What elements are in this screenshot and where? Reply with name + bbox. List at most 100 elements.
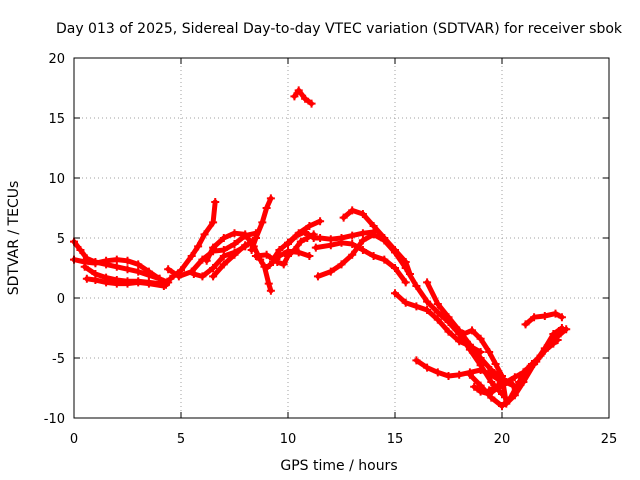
data-point — [444, 372, 453, 380]
data-point — [433, 315, 442, 324]
data-point — [339, 213, 348, 222]
data-point — [455, 337, 464, 346]
data-point — [91, 276, 100, 284]
data-point — [279, 260, 288, 269]
data-point — [470, 382, 479, 391]
data-point — [530, 313, 539, 322]
data-point — [423, 306, 432, 314]
data-point — [358, 210, 367, 218]
data-point — [230, 240, 239, 248]
data-point — [102, 278, 111, 287]
data-point — [311, 243, 320, 252]
data-point — [487, 370, 496, 379]
data-point — [358, 246, 367, 254]
data-point — [500, 376, 509, 385]
y-tick-label: 5 — [57, 232, 65, 247]
data-point — [305, 222, 314, 230]
data-point — [211, 198, 220, 206]
data-point — [134, 267, 143, 276]
data-point — [296, 237, 305, 246]
x-tick-label: 5 — [177, 432, 185, 447]
data-point — [202, 256, 211, 265]
data-point — [241, 241, 250, 250]
data-point — [241, 230, 250, 239]
data-point — [266, 286, 275, 295]
data-point — [551, 309, 560, 318]
data-point — [476, 387, 485, 396]
data-point — [112, 279, 121, 288]
data-point — [292, 231, 301, 240]
data-point — [391, 264, 399, 272]
data-point — [266, 194, 275, 203]
data-point — [433, 300, 442, 308]
data-point — [209, 218, 218, 227]
data-point — [519, 368, 528, 377]
data-point — [258, 218, 267, 227]
data-point — [337, 260, 346, 269]
data-point — [405, 270, 414, 278]
data-point — [230, 250, 239, 259]
data-point — [465, 370, 474, 379]
series-track-14 — [285, 229, 377, 247]
data-point — [284, 240, 292, 248]
y-tick-label: -10 — [44, 412, 65, 427]
data-point — [493, 384, 502, 392]
series-track-21 — [413, 357, 516, 387]
data-series — [70, 86, 571, 410]
data-point — [262, 204, 271, 212]
data-point — [540, 312, 549, 320]
data-point — [476, 366, 485, 374]
data-point — [549, 330, 558, 338]
data-point — [80, 262, 89, 271]
data-point — [515, 378, 524, 386]
data-point — [506, 393, 515, 402]
data-point — [491, 360, 500, 368]
data-point — [465, 340, 474, 349]
data-point — [316, 234, 325, 242]
data-point — [262, 264, 271, 272]
data-point — [476, 354, 485, 362]
data-point — [275, 246, 284, 254]
data-point — [337, 238, 346, 247]
data-point — [380, 255, 389, 264]
data-point — [219, 260, 228, 269]
data-point — [326, 267, 335, 276]
series-track-10 — [249, 195, 274, 253]
data-point — [164, 265, 173, 274]
data-point — [209, 264, 218, 272]
series-track-8 — [204, 230, 274, 294]
data-point — [144, 267, 153, 276]
data-point — [455, 370, 464, 379]
data-point — [76, 246, 85, 254]
data-point — [230, 229, 239, 238]
axis-ticks — [73, 57, 610, 419]
data-point — [510, 373, 519, 382]
data-point — [251, 252, 260, 260]
data-point — [174, 272, 183, 281]
data-point — [91, 259, 100, 268]
data-point — [198, 272, 207, 281]
data-point — [485, 390, 494, 398]
data-point — [284, 247, 292, 256]
data-point — [316, 217, 325, 226]
data-point — [159, 282, 168, 290]
data-point — [557, 313, 566, 322]
data-point — [123, 279, 132, 288]
x-tick-labels: 0 5 10 15 20 25 — [70, 432, 617, 447]
data-point — [527, 360, 536, 368]
y-tick-label: -5 — [52, 352, 65, 367]
data-point — [269, 255, 278, 264]
data-point — [112, 262, 121, 271]
data-point — [307, 99, 316, 108]
data-point — [313, 272, 322, 281]
data-point — [391, 246, 399, 254]
data-point — [219, 234, 228, 242]
series-track-15 — [291, 87, 314, 107]
y-tick-label: 20 — [48, 52, 65, 67]
data-point — [194, 242, 203, 251]
data-point — [348, 240, 357, 248]
data-point — [102, 256, 111, 265]
data-point — [433, 308, 442, 317]
data-point — [166, 274, 175, 283]
data-point — [487, 378, 496, 386]
